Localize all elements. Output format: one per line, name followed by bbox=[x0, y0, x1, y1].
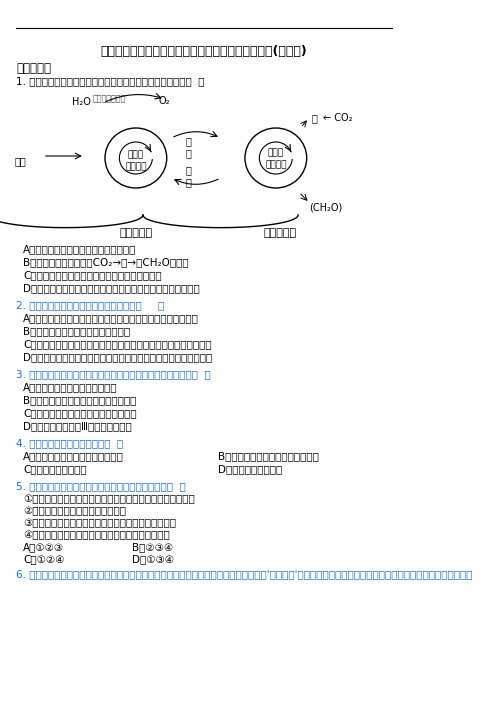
Text: C．①②④: C．①②④ bbox=[23, 554, 64, 564]
Text: 5. 下列实例中，能说明生命活动离不开细胞组织的是（  ）: 5. 下列实例中，能说明生命活动离不开细胞组织的是（ ） bbox=[16, 481, 186, 491]
Text: 己: 己 bbox=[186, 177, 191, 187]
Text: A．显微镜的放大倍数等于目镜放大倍数与物镜放大倍数的乘积: A．显微镜的放大倍数等于目镜放大倍数与物镜放大倍数的乘积 bbox=[23, 313, 199, 323]
Text: B．②③④: B．②③④ bbox=[132, 542, 173, 552]
Text: 甲: 甲 bbox=[311, 113, 317, 123]
Text: ①流感患者打喷嚏时，会有大量流感病毒随飞沫散布于空气中: ①流感患者打喷嚏时，会有大量流感病毒随飞沫散布于空气中 bbox=[23, 494, 195, 504]
Text: 1. 下图是绿色植物光合作用过程的图解，相关叙述错误的是（  ）: 1. 下图是绿色植物光合作用过程的图解，相关叙述错误的是（ ） bbox=[16, 76, 205, 86]
Text: 多种酶: 多种酶 bbox=[268, 148, 284, 157]
Text: 2. 下列关于光学显微镜的说法，错误的是（     ）: 2. 下列关于光学显微镜的说法，错误的是（ ） bbox=[16, 300, 165, 310]
Text: 6. 古生物学家推测：被原始核生物吞噬的放藻有些未被消化，反面能依靠原始真核生物的'生活废物'制造营养物质，逐渐进化为叶绿体。下列有关该进化不正确的是: 6. 古生物学家推测：被原始核生物吞噬的放藻有些未被消化，反面能依靠原始真核生物… bbox=[16, 569, 473, 579]
Text: 暗反应阶段: 暗反应阶段 bbox=[263, 228, 297, 238]
Text: C．肠腺细胞中含量最多的化合物是脂肪: C．肠腺细胞中含量最多的化合物是脂肪 bbox=[23, 408, 137, 418]
Text: B．合成和分泌脂肪酶的过程不消耗能量: B．合成和分泌脂肪酶的过程不消耗能量 bbox=[23, 395, 136, 405]
Text: H₂O: H₂O bbox=[72, 97, 91, 107]
Text: B．观察装片时，不能随意移动显微镜: B．观察装片时，不能随意移动显微镜 bbox=[23, 326, 130, 336]
Text: A．脂肪酶的分泌与高尔基体有关: A．脂肪酶的分泌与高尔基体有关 bbox=[23, 382, 118, 392]
Text: O₂: O₂ bbox=[159, 96, 171, 106]
Text: B．暗反应的物质变化为CO₂→甲→（CH₂O）或乙: B．暗反应的物质变化为CO₂→甲→（CH₂O）或乙 bbox=[23, 257, 188, 267]
Text: D．脂肪酶能被苏丹Ⅲ染液染成橘黄色: D．脂肪酶能被苏丹Ⅲ染液染成橘黄色 bbox=[23, 421, 132, 431]
Text: D．在显微镜下观察透明材料时，应该用较强的光源，用较大的光圈: D．在显微镜下观察透明材料时，应该用较强的光源，用较大的光圈 bbox=[23, 352, 212, 362]
Text: (CH₂O): (CH₂O) bbox=[310, 203, 343, 213]
Text: C．要将视野右下方的观察目标移至视野中央，应将装片向右下方移: C．要将视野右下方的观察目标移至视野中央，应将装片向右下方移 bbox=[23, 339, 212, 349]
Text: ③体操运动员完成单杠动作离不开肌细胞的收缩和舒张: ③体操运动员完成单杠动作离不开肌细胞的收缩和舒张 bbox=[23, 518, 176, 528]
Text: C．酶的作用条件温和: C．酶的作用条件温和 bbox=[23, 464, 87, 474]
Text: 戊: 戊 bbox=[186, 165, 191, 175]
Text: D．所有酶都是蛋白质: D．所有酶都是蛋白质 bbox=[218, 464, 282, 474]
Text: 水在光下的分解: 水在光下的分解 bbox=[93, 94, 126, 103]
Text: D．光合作用的能量变化是将光能转变成有机物中稳定的化学能: D．光合作用的能量变化是将光能转变成有机物中稳定的化学能 bbox=[23, 283, 200, 293]
Text: 参加催化: 参加催化 bbox=[265, 160, 287, 169]
Text: 4. 下列关于酶的叙述正确的是（  ）: 4. 下列关于酶的叙述正确的是（ ） bbox=[16, 438, 124, 448]
Text: ④大肠杆菌在生长过程中，细胞不断地进行分裂增殖: ④大肠杆菌在生长过程中，细胞不断地进行分裂增殖 bbox=[23, 530, 170, 540]
Text: 一、单选题: 一、单选题 bbox=[16, 62, 52, 75]
Text: A．①②③: A．①②③ bbox=[23, 542, 64, 552]
Text: 丙: 丙 bbox=[186, 136, 191, 146]
Text: A．光反应发生在叶绿体的类囊体薄膜上: A．光反应发生在叶绿体的类囊体薄膜上 bbox=[23, 244, 136, 254]
Text: 湖南省醴陵二中、醴陵四中高一上学期生物期末试卷(有答案): 湖南省醴陵二中、醴陵四中高一上学期生物期末试卷(有答案) bbox=[101, 45, 308, 58]
Text: 光能: 光能 bbox=[15, 156, 27, 166]
Text: 丁: 丁 bbox=[186, 148, 191, 158]
Text: ← CO₂: ← CO₂ bbox=[323, 113, 352, 123]
Text: A．酶与无机催化剂的催化效率相同: A．酶与无机催化剂的催化效率相同 bbox=[23, 451, 124, 461]
Text: D．①③④: D．①③④ bbox=[132, 554, 174, 564]
Text: 光反应阶段: 光反应阶段 bbox=[120, 228, 152, 238]
Text: ②手碰硬物有著水的电水会造造短回: ②手碰硬物有著水的电水会造造短回 bbox=[23, 506, 126, 516]
Text: C．突然停止光照，甲的含量减少，乙的含量增多: C．突然停止光照，甲的含量减少，乙的含量增多 bbox=[23, 270, 162, 280]
Text: B．催化生化反应前后酶的性质改变: B．催化生化反应前后酶的性质改变 bbox=[218, 451, 319, 461]
Text: 中的色素: 中的色素 bbox=[125, 162, 147, 171]
Text: 叶绿体: 叶绿体 bbox=[128, 150, 144, 159]
Text: 3. 肠腺细胞能够分泌脂肪酶等多种消化酶，下列叙述正确的是（  ）: 3. 肠腺细胞能够分泌脂肪酶等多种消化酶，下列叙述正确的是（ ） bbox=[16, 369, 211, 379]
